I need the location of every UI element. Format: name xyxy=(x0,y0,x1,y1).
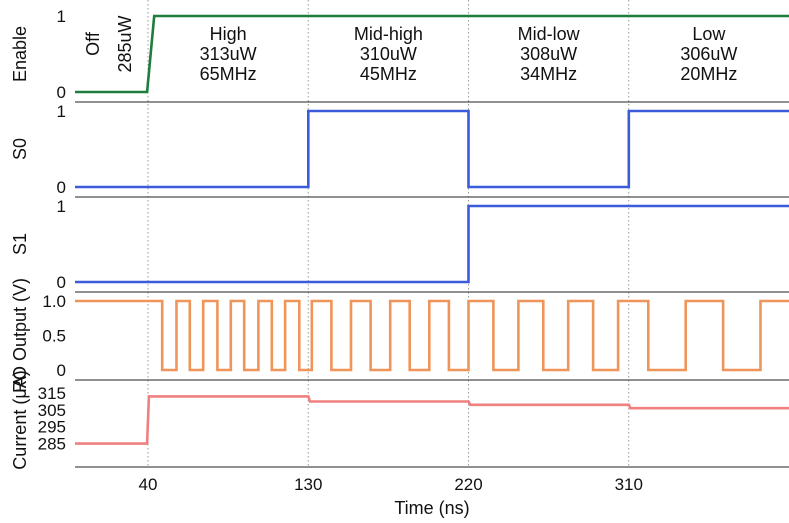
series-line xyxy=(75,204,789,284)
y-tick-label: 0 xyxy=(57,178,66,197)
annotation-label: 45MHz xyxy=(360,64,417,84)
y-tick-label: 285 xyxy=(38,435,66,454)
panel-4: 0 0.5 1.0 RO Output (V) xyxy=(10,278,789,393)
annotation-label: 20MHz xyxy=(680,64,737,84)
y-axis-label: Current (μA) xyxy=(10,370,30,469)
annotation-label: 308uW xyxy=(520,44,577,64)
x-tick-label: 310 xyxy=(615,475,643,494)
y-tick-label: 0.5 xyxy=(42,327,66,346)
y-axis-label: RO Output (V) xyxy=(10,278,30,393)
gridlines xyxy=(75,0,789,468)
y-tick-label: 0 xyxy=(57,273,66,292)
panel-1: 0 1 Enable xyxy=(10,7,789,102)
x-tick-label: 130 xyxy=(294,475,322,494)
series-line xyxy=(75,395,789,445)
series-line xyxy=(75,109,789,189)
y-tick-label: 1 xyxy=(57,197,66,216)
y-tick-label: 0 xyxy=(57,83,66,102)
x-tick-label: 220 xyxy=(454,475,482,494)
series-line xyxy=(75,14,789,94)
annotation-label: Mid-high xyxy=(354,24,423,44)
x-axis: 40 130 220 310 xyxy=(139,475,643,494)
panel-2: 0 1 S0 xyxy=(10,102,789,197)
annotation-label: 306uW xyxy=(680,44,737,64)
y-axis-label: Enable xyxy=(10,26,30,82)
annotation-label: Off xyxy=(83,31,103,56)
panel-3: 0 1 S1 xyxy=(10,197,789,292)
x-axis-label: Time (ns) xyxy=(394,498,469,518)
annotation-label: 310uW xyxy=(360,44,417,64)
series-line xyxy=(75,299,789,372)
annotation-label: 313uW xyxy=(200,44,257,64)
annotation-label: 285uW xyxy=(115,15,135,72)
y-tick-label: 1.0 xyxy=(42,292,66,311)
annotation-label: Low xyxy=(692,24,726,44)
y-tick-label: 1 xyxy=(57,7,66,26)
annotation-label: Mid-low xyxy=(518,24,581,44)
y-axis-label: S1 xyxy=(10,233,30,255)
annotation-label: 65MHz xyxy=(200,64,257,84)
y-tick-label: 305 xyxy=(38,401,66,420)
annotation-label: 34MHz xyxy=(520,64,577,84)
annotation-label: High xyxy=(210,24,247,44)
y-tick-label: 0 xyxy=(57,361,66,380)
y-tick-label: 315 xyxy=(38,384,66,403)
x-tick-label: 40 xyxy=(139,475,158,494)
y-tick-label: 295 xyxy=(38,418,66,437)
y-tick-label: 1 xyxy=(57,102,66,121)
y-axis-label: S0 xyxy=(10,138,30,160)
